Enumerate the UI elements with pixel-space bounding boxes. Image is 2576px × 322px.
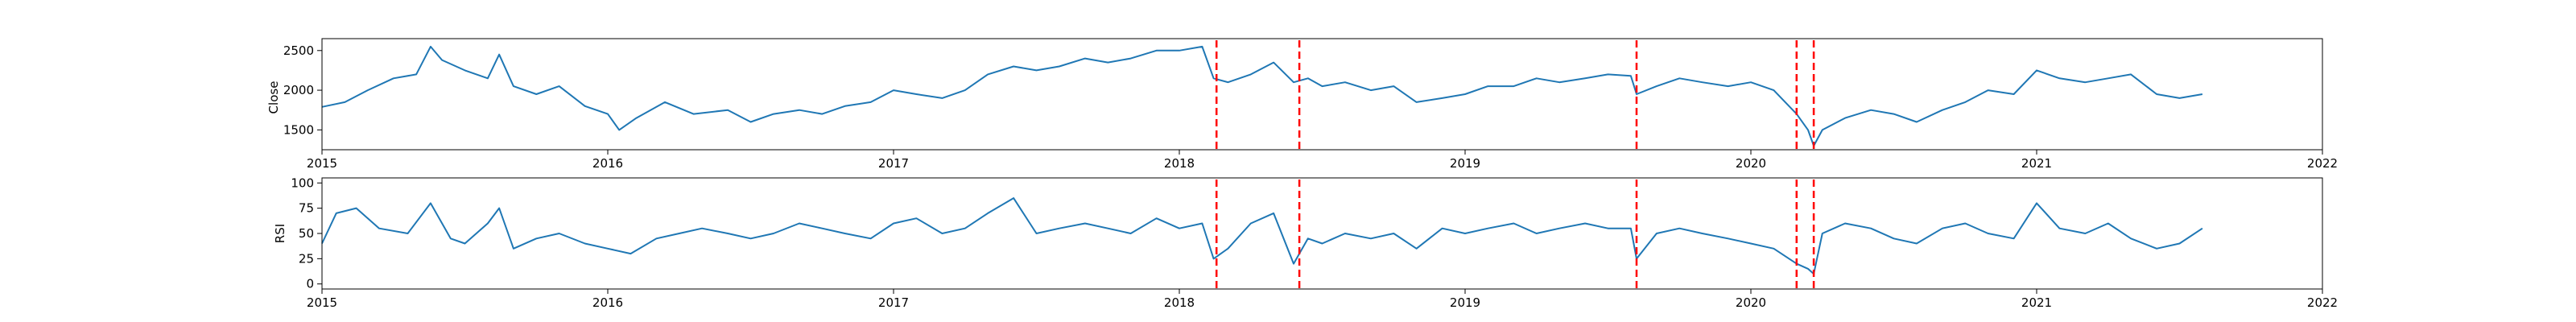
rsi-y-tick-label-0: 0 [306,277,314,291]
close-x-tick-label-2020: 2020 [1736,156,1766,171]
rsi-y-tick-label-75: 75 [299,201,314,216]
rsi-plot-area: 2015 2016 2017 2018 2019 2020 2021 2022 0 25 50 75 1… [291,175,2338,310]
rsi-x-tick-label-2021: 2021 [2021,295,2052,310]
close-x-tick-label-2016: 2016 [592,156,623,171]
close-series-line-0 [321,45,2203,147]
close-x-tick-label-2015: 2015 [307,156,337,171]
close-x-tick-label-2019: 2019 [1450,156,1480,171]
rsi-x-tick-label-2018: 2018 [1164,295,1195,310]
close-x-tick-label-2021: 2021 [2021,156,2052,171]
rsi-y-tick-label-50: 50 [299,226,314,241]
rsi-x-tick-label-2022: 2022 [2307,295,2338,310]
close-y-tick-label-2000: 2000 [283,83,314,97]
close-y-tick-label-2500: 2500 [283,43,314,58]
close-x-tick-label-2018: 2018 [1164,156,1195,171]
rsi-panel: RSI 2015 2016 2017 2018 2019 2020 2021 2022 0 25 5… [273,175,2338,310]
close-price-panel: Close 2015 2016 2017 2018 2019 2020 2021 2022 15… [266,38,2338,171]
close-x-tick-label-2017: 2017 [878,156,909,171]
close-y-axis-label: Close [266,81,281,114]
rsi-y-axis-label: RSI [273,224,287,243]
rsi-x-tick-label-2017: 2017 [878,295,909,310]
rsi-x-tick-label-2020: 2020 [1736,295,1766,310]
rsi-x-tick-label-2019: 2019 [1450,295,1480,310]
rsi-x-tick-label-2015: 2015 [307,295,337,310]
rsi-series-line-0 [321,197,2203,275]
rsi-x-tick-label-2016: 2016 [592,295,623,310]
close-axes-frame [321,38,2323,151]
rsi-y-tick-label-100: 100 [291,175,314,190]
close-y-tick-label-1500: 1500 [283,122,314,137]
rsi-y-tick-label-25: 25 [299,251,314,266]
close-plot-area: 2015 2016 2017 2018 2019 2020 2021 2022 1500 2000… [283,38,2338,171]
close-x-tick-label-2022: 2022 [2307,156,2338,171]
